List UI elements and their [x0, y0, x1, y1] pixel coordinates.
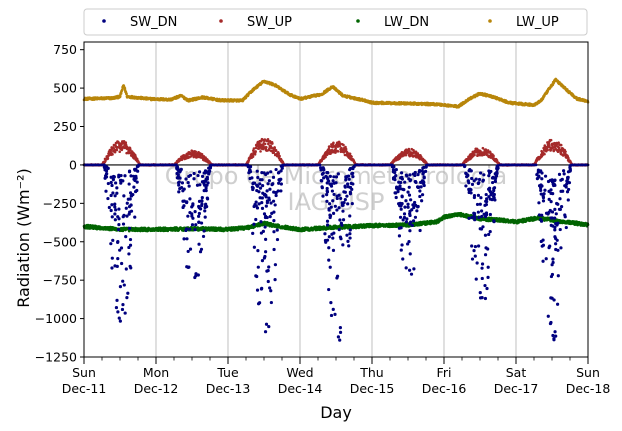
sw-up-point — [404, 153, 408, 157]
sw-up-point — [200, 152, 204, 156]
sw-up-point — [113, 150, 117, 154]
sw-up-point — [473, 153, 476, 157]
sw-up-point — [106, 156, 110, 160]
lw-up-point — [121, 88, 124, 91]
sw-up-point — [350, 155, 353, 158]
watermark-line-2: IAG/USP — [287, 188, 384, 216]
legend: SW_DN SW_UP LW_DN LW_UP — [83, 8, 588, 36]
sw-up-point — [328, 145, 331, 148]
sw-up-point — [344, 147, 348, 151]
sw-up-point — [265, 145, 268, 149]
sw-up-point — [348, 152, 352, 156]
legend-marker — [219, 19, 223, 23]
series-lw-up — [82, 77, 590, 109]
legend-label: LW_UP — [516, 15, 559, 30]
sw-up-point — [332, 141, 335, 145]
sw-up-point — [338, 144, 342, 148]
sw-up-point — [277, 152, 280, 156]
lw-up-point — [125, 92, 128, 96]
legend-marker — [488, 19, 492, 23]
watermark: Grupo de Micrometeorologia IAG/USP — [165, 162, 507, 216]
sw-up-point — [180, 158, 184, 162]
lw-up-point — [123, 86, 127, 90]
sw-up-point — [272, 151, 276, 154]
legend-marker — [356, 19, 360, 23]
sw-up-point — [334, 147, 338, 150]
legend-box — [83, 8, 588, 36]
legend-label: LW_DN — [384, 15, 429, 30]
sw-up-point — [492, 154, 495, 158]
sw-up-point — [342, 143, 345, 147]
legend-label: SW_DN — [130, 15, 177, 30]
sw-up-point — [111, 153, 114, 156]
sw-up-point — [251, 155, 255, 158]
sw-up-point — [271, 142, 274, 145]
legend-label: SW_UP — [247, 15, 292, 30]
sw-up-point — [259, 150, 262, 153]
sw-up-point — [324, 155, 327, 159]
sw-up-point — [266, 137, 270, 141]
sw-up-point — [263, 142, 267, 146]
legend-marker — [102, 19, 106, 23]
sw-up-point — [336, 150, 340, 153]
lw-up-point — [119, 92, 123, 95]
sw-up-point — [115, 148, 119, 152]
sw-up-point — [278, 154, 281, 158]
lw-up-point — [118, 94, 122, 98]
sw-up-point — [118, 150, 122, 153]
sw-up-point — [254, 150, 257, 153]
sw-up-point — [274, 149, 278, 152]
sw-up-point — [327, 147, 331, 151]
